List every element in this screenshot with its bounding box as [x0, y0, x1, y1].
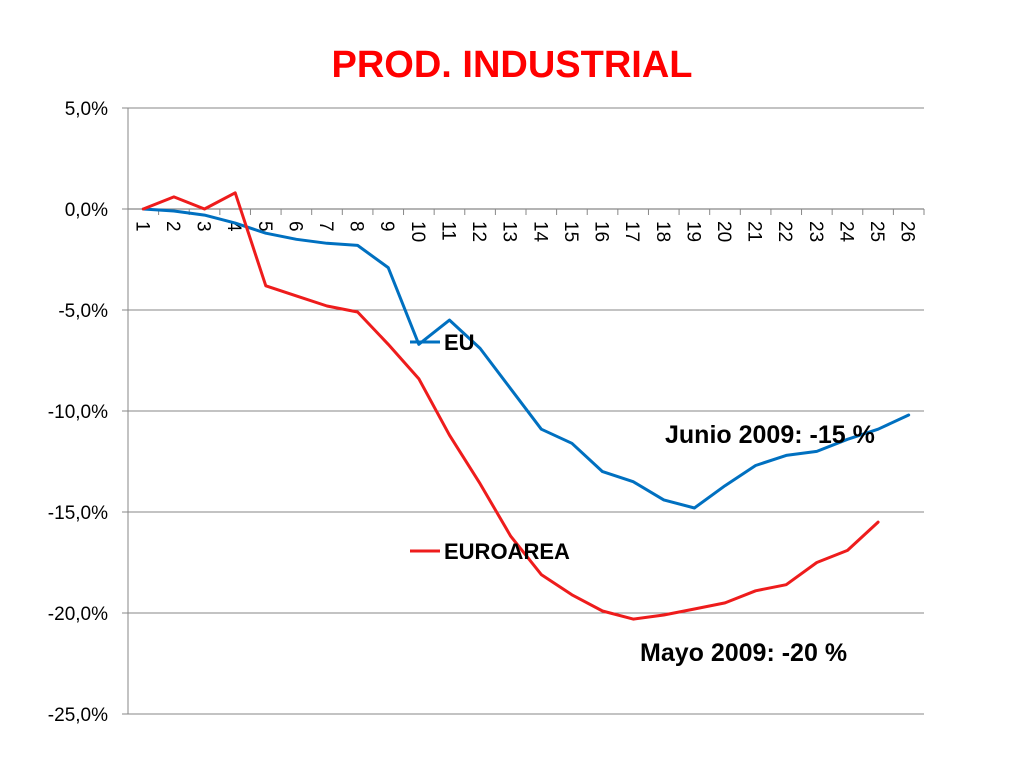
- x-tick-label: 9: [376, 221, 397, 232]
- x-tick-label: 22: [774, 221, 795, 242]
- y-tick-label: -5,0%: [58, 301, 108, 322]
- x-tick-label: 14: [529, 221, 550, 243]
- x-tick-label: 19: [682, 221, 703, 242]
- x-tick-label: 8: [346, 221, 367, 232]
- y-tick-label: -20,0%: [48, 604, 108, 625]
- series-line-eu: [141, 207, 911, 510]
- x-tick-label: 5: [254, 221, 275, 232]
- series-lines: [141, 191, 911, 621]
- x-tick-label: 10: [407, 221, 428, 242]
- y-tick-labels: 5,0% 0,0% -5,0% -10,0% -15,0% -20,0% -25,0%: [48, 99, 108, 726]
- x-tick-label: 1: [131, 221, 152, 232]
- x-tick-label: 16: [591, 221, 612, 242]
- x-tick-label: 11: [437, 221, 458, 241]
- x-tick-label: 23: [805, 221, 826, 242]
- x-tick-label: 20: [713, 221, 734, 242]
- axes: [122, 107, 925, 715]
- legend-label-eu: EU: [444, 330, 475, 355]
- x-tick-label: 4: [223, 221, 244, 232]
- x-tick-label: 7: [315, 221, 336, 232]
- y-tick-label: -25,0%: [48, 705, 108, 726]
- x-tick-label: 6: [284, 221, 305, 232]
- annotation-label: Mayo 2009: -20 %: [640, 639, 847, 667]
- annotation-label: Junio 2009: -15 %: [665, 421, 875, 449]
- x-tick-labels: 1 2 3 4 5 6 7 8 9 10 11 12 13 14 15 16 17 18 19 20 21 22 23 24 2…: [131, 221, 917, 243]
- y-tick-label: 5,0%: [65, 99, 108, 120]
- x-tick-label: 18: [652, 221, 673, 242]
- x-tick-label: 15: [560, 221, 581, 242]
- chart-title: PROD. INDUSTRIAL: [331, 44, 693, 86]
- x-tick-label: 12: [468, 221, 489, 242]
- x-tick-label: 21: [744, 221, 765, 242]
- legend-label-euroarea: EUROAREA: [444, 539, 570, 564]
- y-tick-label: -15,0%: [48, 503, 108, 524]
- y-tick-label: -10,0%: [48, 402, 108, 423]
- legend: EU EUROAREA: [410, 330, 570, 564]
- x-tick-label: 17: [621, 221, 642, 242]
- annotations: Junio 2009: -15 % Mayo 2009: -20 %: [640, 421, 875, 667]
- y-tick-label: 0,0%: [65, 200, 108, 221]
- x-tick-label: 25: [866, 221, 887, 242]
- x-tick-label: 26: [897, 221, 918, 242]
- series-line-euroarea: [141, 191, 880, 621]
- x-tick-label: 13: [499, 221, 520, 242]
- x-tick-label: 3: [193, 221, 214, 232]
- x-tick-label: 24: [835, 221, 856, 243]
- x-tick-label: 2: [162, 221, 183, 232]
